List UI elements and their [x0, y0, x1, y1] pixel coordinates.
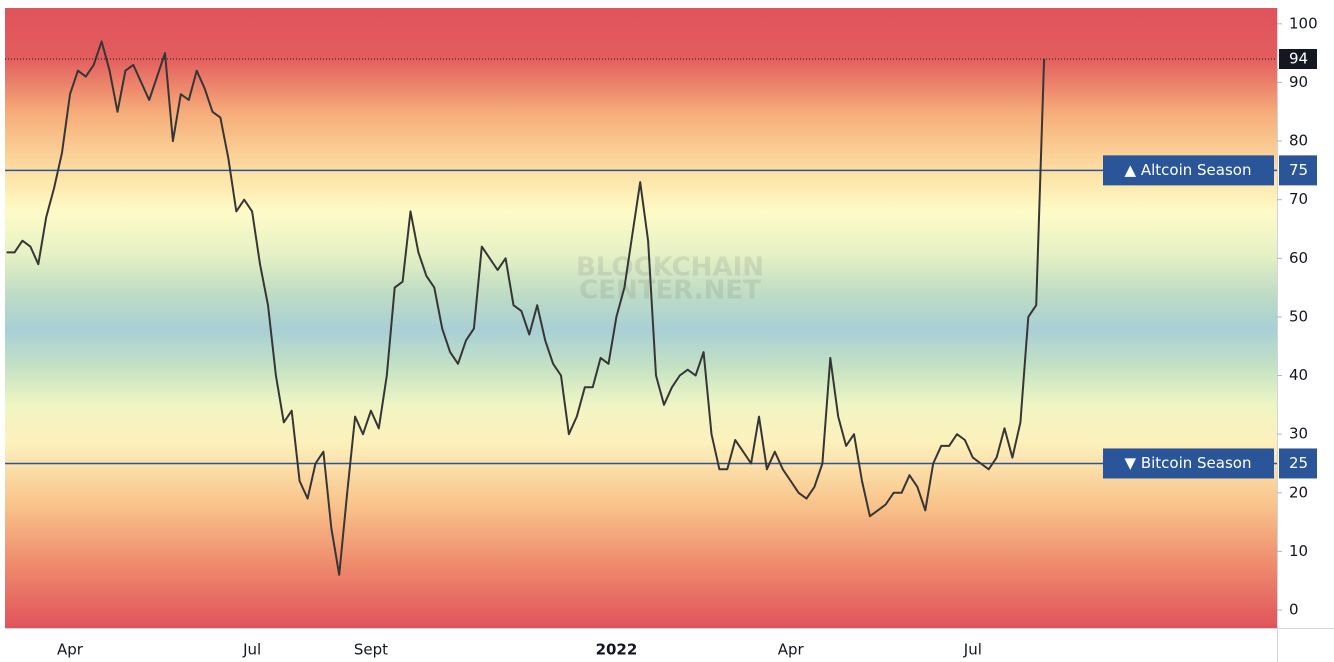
watermark-text: CENTER.NET — [579, 276, 761, 306]
reference-value: 75 — [1289, 161, 1308, 179]
y-tick-label: 90 — [1289, 73, 1308, 91]
y-tick-label: 20 — [1289, 483, 1308, 501]
y-tick-label: 40 — [1289, 366, 1308, 384]
y-tick-label: 0 — [1289, 601, 1299, 619]
watermark-text: BLOCKCHAIN — [576, 253, 764, 283]
y-tick-label: 70 — [1289, 190, 1308, 208]
reference-label-box — [1103, 448, 1274, 479]
x-tick-label: Jul — [242, 641, 261, 659]
reference-label: ▼ Bitcoin Season — [1125, 454, 1252, 472]
x-tick-label: Apr — [778, 641, 805, 659]
reference-value-box — [1279, 155, 1317, 186]
last-value-box — [1279, 48, 1317, 69]
reference-value-box — [1279, 448, 1317, 479]
y-tick-label: 30 — [1289, 425, 1308, 443]
x-tick-label: Sept — [354, 641, 388, 659]
x-tick-label: Jul — [963, 641, 982, 659]
watermark: BLOCKCHAIN CENTER.NET — [576, 253, 764, 306]
plot-background — [5, 8, 1277, 628]
y-tick-label: 50 — [1289, 307, 1308, 325]
x-tick-label: 2022 — [596, 641, 638, 659]
y-tick-label: 100 — [1289, 14, 1318, 32]
reference-label: ▲ Altcoin Season — [1125, 161, 1252, 179]
y-tick-label: 10 — [1289, 542, 1308, 560]
last-value-label: 94 — [1289, 49, 1308, 67]
y-tick-label: 60 — [1289, 249, 1308, 267]
x-tick-label: Apr — [57, 641, 84, 659]
data-line — [6, 40, 1046, 576]
reference-label-box — [1103, 155, 1274, 186]
y-tick-label: 80 — [1289, 132, 1308, 150]
reference-value: 25 — [1289, 454, 1308, 472]
